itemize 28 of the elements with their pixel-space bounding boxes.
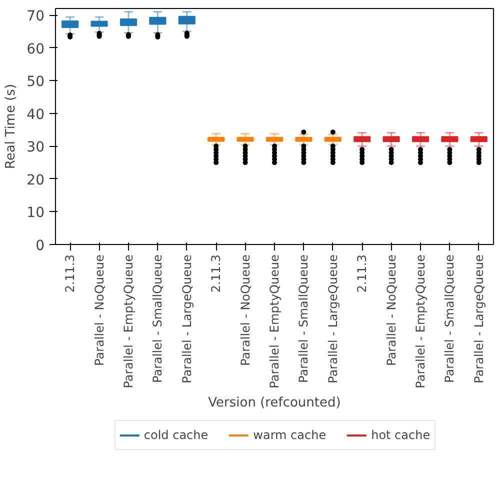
x-tick-label: 2.11.3	[209, 254, 224, 293]
y-tick-label: 10	[26, 205, 45, 222]
x-tick-label: Parallel - NoQueue	[92, 254, 106, 366]
y-tick-label: 50	[26, 74, 45, 90]
x-tick-label: Parallel - SmallQueue	[442, 254, 457, 383]
legend-label: warm cache	[253, 428, 326, 442]
x-tick-label: Parallel - LargeQueue	[326, 254, 340, 384]
x-tick-label: Parallel - NoQueue	[238, 254, 252, 366]
y-tick-label: 70	[26, 8, 45, 25]
legend-label: cold cache	[144, 428, 208, 442]
x-tick-label: Parallel - LargeQueue	[180, 254, 194, 384]
x-tick-label: Parallel - EmptyQueue	[122, 254, 136, 388]
x-tick-label: Parallel - LargeQueue	[472, 254, 486, 384]
y-axis-title: Real Time (s)	[4, 84, 19, 170]
x-tick-label: Parallel - SmallQueue	[150, 254, 165, 383]
x-tick-label: Parallel - SmallQueue	[296, 254, 311, 383]
x-axis-title: Version (refcounted)	[208, 395, 341, 410]
x-tick-label: Parallel - EmptyQueue	[414, 254, 428, 388]
y-tick-label: 40	[26, 106, 45, 123]
x-tick-label: Parallel - NoQueue	[384, 254, 398, 366]
x-tick-label: 2.11.3	[355, 254, 370, 293]
y-tick-label: 20	[26, 172, 45, 188]
y-tick-label: 0	[36, 238, 45, 254]
x-tick-label: 2.11.3	[63, 254, 78, 293]
y-tick-label: 60	[26, 41, 45, 58]
y-tick-label: 30	[26, 140, 45, 156]
x-tick-label: Parallel - EmptyQueue	[268, 254, 282, 388]
legend-label: hot cache	[371, 428, 430, 442]
